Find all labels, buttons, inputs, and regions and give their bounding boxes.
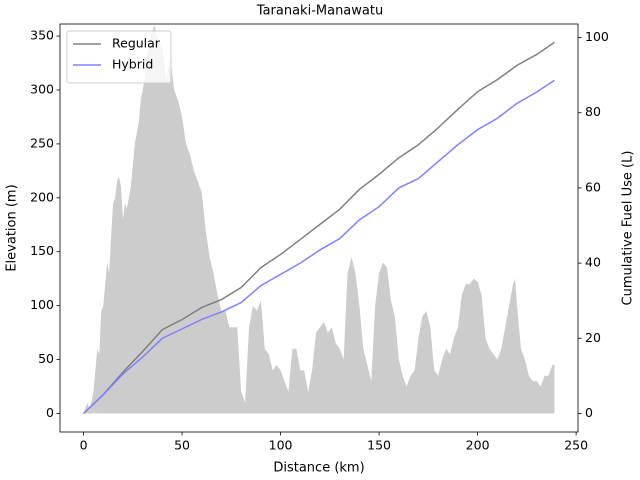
- y2-tick-label: 100: [585, 29, 609, 44]
- y-tick-label: 300: [30, 81, 54, 96]
- x-axis-label: Distance (km): [273, 461, 364, 476]
- fuel-line: [83, 41, 555, 415]
- y2-tick-label: 0: [585, 405, 593, 420]
- plot-area: [83, 25, 555, 415]
- y2-tick-label: 80: [585, 104, 601, 119]
- x-tick-label: 200: [466, 438, 490, 453]
- x-tick-label: 250: [564, 438, 588, 453]
- axes-frame: [59, 23, 579, 433]
- legend-label: Hybrid: [112, 57, 153, 72]
- fuel-line: [83, 79, 555, 415]
- x-tick-label: 0: [80, 438, 88, 453]
- y-tick-label: 350: [30, 28, 54, 43]
- y-tick-label: 100: [30, 297, 54, 312]
- y2-tick-label: 20: [585, 330, 601, 345]
- y2-axis-label: Cumulative Fuel Use (L): [621, 151, 636, 306]
- y2-tick-label: 40: [585, 255, 601, 270]
- x-tick-label: 150: [367, 438, 391, 453]
- legend-label: Regular: [112, 36, 161, 51]
- y2-tick-label: 60: [585, 179, 601, 194]
- y-axis-label: Elevation (m): [5, 184, 20, 271]
- y-tick-label: 200: [30, 189, 54, 204]
- legend: Regular Hybrid: [66, 30, 172, 84]
- chart-title: Taranaki-Manawatu: [256, 4, 383, 19]
- x-tick-label: 100: [269, 438, 293, 453]
- axes: 0 50 100 150 200 250 0 50 100 150 200 250 300 350 0 20 4…: [30, 23, 609, 453]
- y-tick-label: 50: [38, 351, 54, 366]
- x-tick-label: 50: [174, 438, 190, 453]
- y-tick-label: 0: [46, 405, 54, 420]
- y-tick-label: 250: [30, 135, 54, 150]
- y-tick-label: 150: [30, 243, 54, 258]
- elevation-area: [83, 25, 555, 414]
